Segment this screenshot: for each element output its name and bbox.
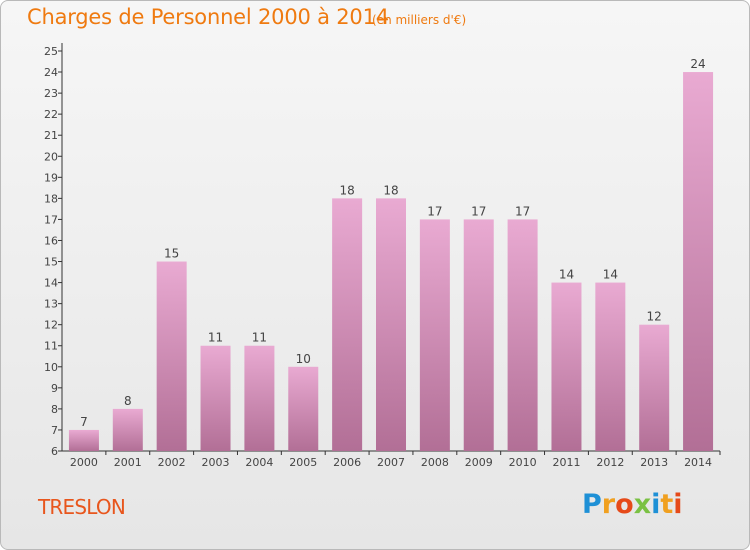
y-tick-label: 22 <box>44 108 58 121</box>
x-tick-label: 2009 <box>465 456 493 469</box>
y-tick-label: 8 <box>51 403 58 416</box>
bar-2012 <box>595 282 626 451</box>
data-label-2002: 15 <box>164 247 179 261</box>
data-label-2003: 11 <box>208 331 223 345</box>
y-tick-label: 23 <box>44 87 58 100</box>
bar-2008 <box>419 219 450 451</box>
bar-2001 <box>112 408 143 451</box>
y-tick-label: 17 <box>44 213 58 226</box>
y-tick-label: 11 <box>44 340 58 353</box>
y-tick-label: 15 <box>44 256 58 269</box>
data-label-2005: 10 <box>296 352 311 366</box>
x-tick-label: 2003 <box>202 456 230 469</box>
logo-letter: o <box>615 489 634 520</box>
data-label-2004: 11 <box>252 331 267 345</box>
x-tick-label: 2007 <box>377 456 405 469</box>
y-tick-label: 25 <box>44 45 58 58</box>
chart-subtitle: (en milliers d'€) <box>372 13 467 27</box>
y-tick-label: 9 <box>51 382 58 395</box>
proxiti-logo: Proxiti <box>582 489 683 520</box>
data-label-2009: 17 <box>471 204 486 218</box>
bar-2011 <box>551 282 582 451</box>
x-tick-label: 2005 <box>289 456 317 469</box>
data-label-2000: 7 <box>80 415 88 429</box>
bar-2013 <box>639 324 670 451</box>
bar-2009 <box>463 219 494 451</box>
y-tick-label: 7 <box>51 424 58 437</box>
data-label-2006: 18 <box>339 183 354 197</box>
bar-2000 <box>68 429 99 451</box>
x-tick-label: 2011 <box>552 456 580 469</box>
data-label-2012: 14 <box>603 268 618 282</box>
bar-2002 <box>156 261 187 451</box>
logo-letter: P <box>582 489 602 520</box>
y-tick-label: 10 <box>44 361 58 374</box>
x-tick-label: 2006 <box>333 456 361 469</box>
y-tick-label: 12 <box>44 319 58 332</box>
bar-2006 <box>332 198 363 451</box>
data-label-2014: 24 <box>690 57 705 71</box>
logo-letter: i <box>651 489 661 520</box>
y-tick-label: 13 <box>44 298 58 311</box>
place-name: TRESLON <box>38 495 126 519</box>
logo-letter: t <box>660 489 674 520</box>
data-label-2007: 18 <box>383 183 398 197</box>
data-label-2013: 12 <box>647 310 662 324</box>
y-tick-label: 16 <box>44 234 58 247</box>
bar-2007 <box>376 198 406 451</box>
y-tick-label: 18 <box>44 192 58 205</box>
data-label-2001: 8 <box>124 394 132 408</box>
x-tick-label: 2008 <box>421 456 449 469</box>
x-tick-label: 2013 <box>640 456 668 469</box>
x-tick-label: 2014 <box>684 456 712 469</box>
logo-letter: x <box>633 489 652 520</box>
y-tick-label: 6 <box>51 445 58 458</box>
data-label-2010: 17 <box>515 204 530 218</box>
data-label-2011: 14 <box>559 268 574 282</box>
bar-2010 <box>507 219 538 451</box>
y-tick-label: 19 <box>44 171 58 184</box>
x-tick-label: 2001 <box>114 456 142 469</box>
logo-letter: i <box>673 489 683 520</box>
x-tick-label: 2004 <box>245 456 273 469</box>
bar-2003 <box>200 345 231 451</box>
x-tick-label: 2012 <box>596 456 624 469</box>
bar-2014 <box>683 72 714 451</box>
chart-title: Charges de Personnel 2000 à 2014 <box>27 5 389 29</box>
x-tick-label: 2000 <box>70 456 98 469</box>
bar-2004 <box>244 345 275 451</box>
logo-letter: r <box>601 489 616 520</box>
y-tick-label: 14 <box>44 277 58 290</box>
data-label-2008: 17 <box>427 204 442 218</box>
x-tick-label: 2010 <box>509 456 537 469</box>
y-tick-label: 24 <box>44 66 58 79</box>
y-tick-label: 21 <box>44 129 58 142</box>
bar-2005 <box>288 366 319 451</box>
x-tick-label: 2002 <box>158 456 186 469</box>
y-tick-label: 20 <box>44 150 58 163</box>
